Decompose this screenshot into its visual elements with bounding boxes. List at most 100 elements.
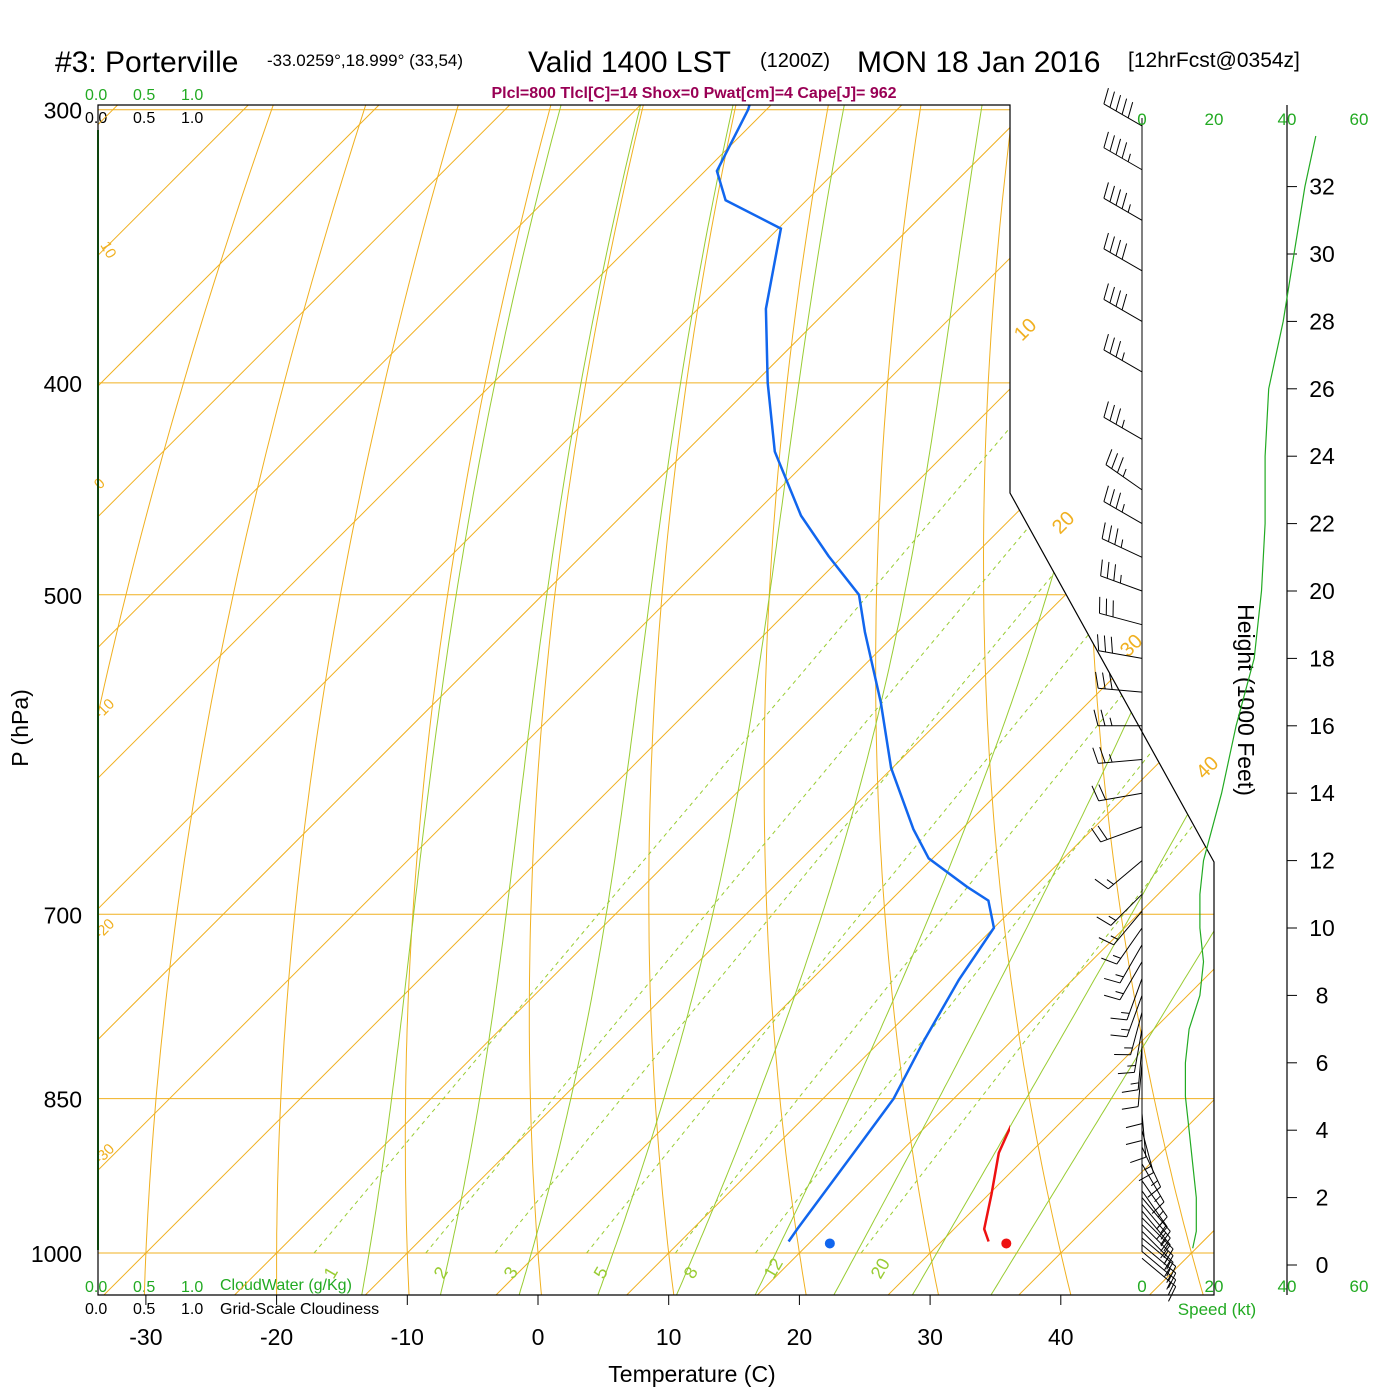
wind-barb-staff: [1101, 538, 1143, 558]
thermo-background: [98, 0, 1400, 1299]
wind-barb-half-feather: [1121, 419, 1125, 428]
wind-barb-feather: [1098, 784, 1107, 800]
height-tick-label: 14: [1309, 780, 1335, 806]
moist-adiabat: [909, 105, 1214, 1295]
parcel-line: [1113, 0, 1400, 980]
wind-barb-feather: [1115, 189, 1122, 206]
wind-barb-staff: [1098, 792, 1143, 802]
scale-top-black-1: 0.5: [133, 110, 155, 127]
x-tick-label: -10: [391, 1324, 424, 1350]
wind-barb-half-feather: [1130, 1082, 1139, 1085]
wind-barb-feather: [1147, 1186, 1161, 1198]
wind-barb-feather: [1116, 457, 1124, 473]
wind-barb-feather: [1121, 243, 1128, 260]
dry-adiabat: [404, 105, 612, 1295]
dry-adiabat: [982, 105, 1073, 1295]
isotherm: [98, 105, 758, 1295]
height-tick-label: 8: [1316, 982, 1329, 1008]
wind-barb: [1104, 944, 1143, 984]
pressure-tick-label: 1000: [31, 1241, 82, 1267]
wind-barb: [1141, 1257, 1177, 1302]
wind-barb: [1125, 1079, 1143, 1129]
wind-barb-staff: [1110, 893, 1143, 926]
isotherm: [98, 105, 889, 1295]
wind-barb-staff: [1141, 1113, 1147, 1158]
wind-barb-feather: [1121, 1106, 1139, 1110]
wind-barb: [1110, 978, 1143, 1021]
wind-barb-feather: [1109, 91, 1115, 108]
scale-top-green-1: 0.5: [133, 87, 155, 104]
moist-adiabat: [438, 105, 697, 1295]
x-tick-label: -30: [129, 1324, 162, 1350]
scale-top-green-2: 1.0: [181, 87, 203, 104]
wind-barb-feather: [1109, 404, 1115, 421]
wind-barb-feather: [1103, 232, 1109, 249]
wind-barb-feather: [1097, 634, 1100, 651]
wind-barb: [1141, 1224, 1174, 1271]
wind-barb: [1117, 1029, 1143, 1075]
wind-barb: [1095, 671, 1143, 693]
wind-barb-feather: [1103, 401, 1109, 418]
wind-barb: [1130, 1113, 1147, 1164]
wind-barb-feather: [1111, 453, 1119, 469]
wind-barb-staff: [1126, 978, 1143, 1021]
wind-barb-feather: [1103, 87, 1109, 105]
wind-barb-feather: [1164, 1262, 1174, 1277]
utc-time: (1200Z): [760, 50, 830, 72]
moist-adiabat: [987, 105, 1214, 1295]
mixing-ratio-label: 3: [500, 1263, 522, 1282]
wind-barb-staff: [1103, 349, 1143, 373]
wind-barb-feather: [1103, 485, 1109, 502]
wind-barb-feather: [1110, 1034, 1128, 1038]
pressure-axis: 2503004005007008501000: [31, 98, 82, 1267]
wind-barb-feather: [1106, 561, 1110, 579]
moist-adiabat: [595, 105, 889, 1295]
height-tick-label: 20: [1309, 578, 1335, 604]
isotherm: [98, 105, 366, 1295]
wind-barb-staff: [1119, 961, 1143, 1001]
wind-barb-staff: [1103, 248, 1143, 272]
wind-barb-staff: [1141, 1210, 1171, 1246]
wind-barb: [1141, 1197, 1171, 1245]
wind-barb-feather: [1115, 290, 1122, 307]
isotherm: [577, 105, 1214, 1295]
isotherm: [98, 105, 1214, 1295]
wind-barb-feather: [1115, 94, 1122, 112]
wind-barb: [1091, 825, 1143, 843]
height-tick-label: 24: [1309, 443, 1335, 469]
wind-barb-staff: [1133, 1029, 1143, 1073]
pressure-tick-label: 300: [44, 98, 82, 124]
pressure-tick-label: 850: [44, 1087, 82, 1113]
wind-barb-staff: [1130, 1012, 1143, 1055]
wind-barb: [1103, 333, 1143, 373]
speed-bottom-tick-2: 40: [1278, 1277, 1297, 1296]
wind-barb-staff: [1141, 1251, 1177, 1281]
valid-date: MON 18 Jan 2016: [857, 46, 1100, 79]
wind-barb-staff: [1141, 1217, 1174, 1250]
scale-bottom-green-2: 1.0: [181, 1279, 203, 1296]
wind-barb-half-feather: [1166, 1281, 1171, 1290]
wind-barb-feather: [1121, 192, 1128, 209]
wind-barb-half-feather: [1108, 915, 1117, 921]
wind-barb-half-feather: [1119, 574, 1122, 584]
wind-barb-half-feather: [1121, 1028, 1130, 1031]
wind-barb-half-feather: [1160, 1239, 1167, 1247]
wind-barb-feather: [1156, 1226, 1168, 1240]
isotherm-label: 20: [1048, 507, 1079, 538]
wind-barb-feather: [1102, 672, 1106, 689]
x-tick-label: 0: [532, 1324, 545, 1350]
wind-barb: [1141, 1146, 1162, 1198]
wind-barb-feather: [1115, 239, 1122, 256]
dry-adiabat: [1383, 0, 1400, 1299]
wind-barb: [1103, 485, 1143, 525]
x-axis-label: Temperature (C): [608, 1361, 775, 1387]
height-tick-label: 30: [1309, 241, 1335, 267]
wind-barb-staff: [1103, 147, 1143, 171]
wind-barb-staff: [1100, 575, 1143, 592]
wind-barb: [1141, 1204, 1171, 1252]
wind-barb: [1098, 910, 1143, 946]
wind-barb-feather: [1103, 131, 1109, 148]
wind-barb-feather: [1115, 340, 1122, 358]
